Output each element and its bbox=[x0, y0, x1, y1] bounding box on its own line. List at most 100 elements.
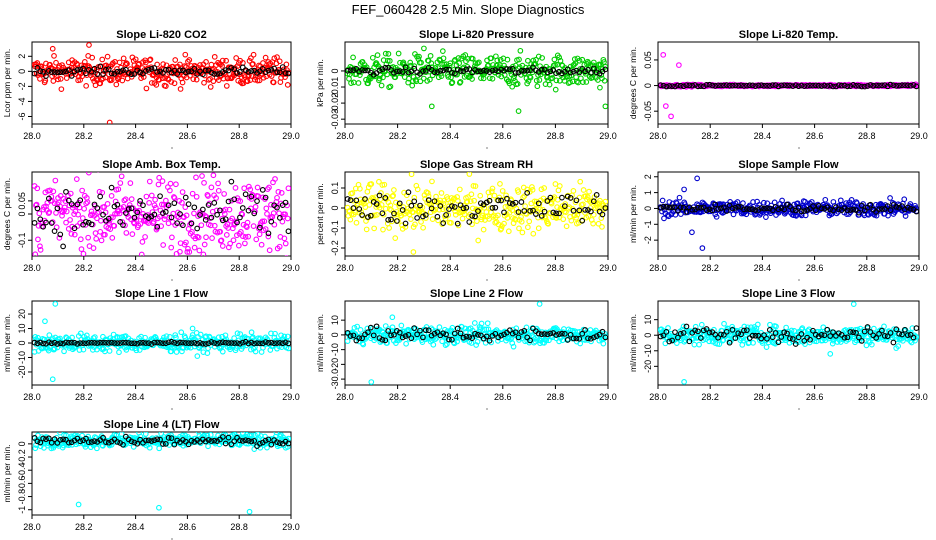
y-tick-label: 0 bbox=[17, 441, 27, 446]
chart-panel: Slope Amb. Box Temp.28.0 28.2 28.4 28.6 28.8… bbox=[2, 159, 300, 281]
slope-point bbox=[228, 340, 235, 346]
slope-point bbox=[74, 435, 81, 442]
data-point bbox=[692, 323, 699, 330]
slope-point bbox=[506, 66, 513, 73]
x-tick-label: 28.4 bbox=[127, 131, 145, 141]
slope-point bbox=[114, 439, 121, 445]
slope-point bbox=[893, 204, 900, 210]
slope-point bbox=[518, 199, 525, 205]
slope-point bbox=[225, 434, 232, 441]
slope-point bbox=[359, 212, 365, 218]
data-point bbox=[246, 432, 253, 439]
data-point bbox=[429, 216, 436, 222]
data-point bbox=[246, 72, 252, 79]
data-point bbox=[179, 189, 186, 195]
slope-point bbox=[884, 203, 891, 209]
data-point bbox=[362, 204, 369, 211]
panel-title: Slope Line 1 Flow bbox=[115, 288, 208, 300]
panel-title: Slope Li-820 Temp. bbox=[739, 29, 838, 41]
data-point bbox=[172, 332, 179, 338]
data-point bbox=[182, 334, 189, 341]
slope-point bbox=[489, 205, 496, 211]
y-tick-label: -0.1 bbox=[17, 232, 27, 248]
data-point bbox=[120, 55, 127, 62]
data-point bbox=[179, 79, 186, 86]
data-point bbox=[357, 72, 363, 79]
slope-point bbox=[425, 197, 432, 203]
slope-point bbox=[559, 194, 565, 201]
slope-point bbox=[345, 196, 351, 202]
data-point bbox=[901, 196, 908, 203]
data-point bbox=[121, 197, 128, 204]
y-tick-label: -0.2 bbox=[17, 449, 27, 465]
slope-point bbox=[248, 438, 255, 445]
data-point bbox=[744, 324, 751, 331]
slope-point bbox=[695, 328, 701, 335]
data-point bbox=[355, 80, 362, 86]
data-point bbox=[425, 190, 431, 196]
slope-point bbox=[827, 206, 834, 213]
data-point bbox=[138, 75, 144, 82]
slope-point bbox=[815, 82, 822, 89]
slope-point bbox=[590, 198, 597, 205]
data-point bbox=[163, 333, 170, 340]
slope-point bbox=[686, 338, 693, 345]
data-point bbox=[454, 194, 460, 200]
slope-point bbox=[97, 63, 104, 70]
data-point bbox=[380, 211, 387, 218]
x-tick-label: 28.8 bbox=[858, 263, 876, 273]
x-tick-label: 28.2 bbox=[389, 392, 407, 402]
data-point bbox=[78, 246, 85, 253]
slope-point bbox=[660, 332, 667, 339]
data-point bbox=[236, 242, 242, 249]
data-point bbox=[570, 188, 577, 194]
slope-point bbox=[65, 339, 72, 346]
data-point bbox=[140, 74, 147, 80]
slope-point bbox=[254, 340, 260, 346]
slope-point bbox=[197, 212, 203, 218]
slope-point bbox=[666, 338, 673, 345]
slope-point bbox=[188, 340, 195, 346]
data-point bbox=[354, 323, 361, 330]
slope-point bbox=[422, 327, 429, 334]
slope-point bbox=[697, 83, 704, 89]
data-point bbox=[590, 211, 597, 218]
data-point bbox=[864, 211, 871, 217]
data-point bbox=[272, 176, 278, 182]
panel-title: Slope Line 2 Flow bbox=[430, 288, 523, 300]
slope-point bbox=[755, 332, 762, 339]
data-point bbox=[552, 181, 559, 187]
slope-point bbox=[57, 437, 64, 443]
slope-point bbox=[720, 331, 727, 338]
slope-point bbox=[579, 217, 586, 224]
slope-point bbox=[879, 82, 885, 89]
slope-point bbox=[100, 71, 106, 77]
data-point bbox=[435, 217, 441, 224]
data-point bbox=[676, 62, 682, 68]
slope-point bbox=[202, 216, 209, 223]
data-point bbox=[159, 75, 166, 82]
slope-point bbox=[394, 68, 400, 75]
slope-point bbox=[120, 67, 126, 74]
data-point bbox=[750, 339, 756, 346]
slope-point bbox=[904, 82, 911, 89]
y-tick-label: -20 bbox=[643, 360, 653, 373]
data-point bbox=[228, 197, 235, 204]
slope-point bbox=[784, 330, 790, 337]
slope-point bbox=[120, 339, 126, 346]
data-point bbox=[52, 260, 57, 265]
slope-point bbox=[162, 208, 169, 215]
slope-point bbox=[821, 82, 828, 89]
data-point bbox=[447, 60, 454, 67]
data-point bbox=[681, 379, 687, 385]
slope-point bbox=[743, 82, 750, 89]
data-point bbox=[475, 237, 482, 244]
slope-point bbox=[117, 68, 123, 75]
slope-point bbox=[32, 435, 38, 441]
slope-point bbox=[672, 204, 678, 211]
slope-point bbox=[772, 330, 779, 336]
slope-point bbox=[841, 82, 848, 89]
slope-point bbox=[97, 339, 104, 346]
data-point bbox=[412, 221, 418, 228]
slope-point bbox=[835, 206, 842, 213]
